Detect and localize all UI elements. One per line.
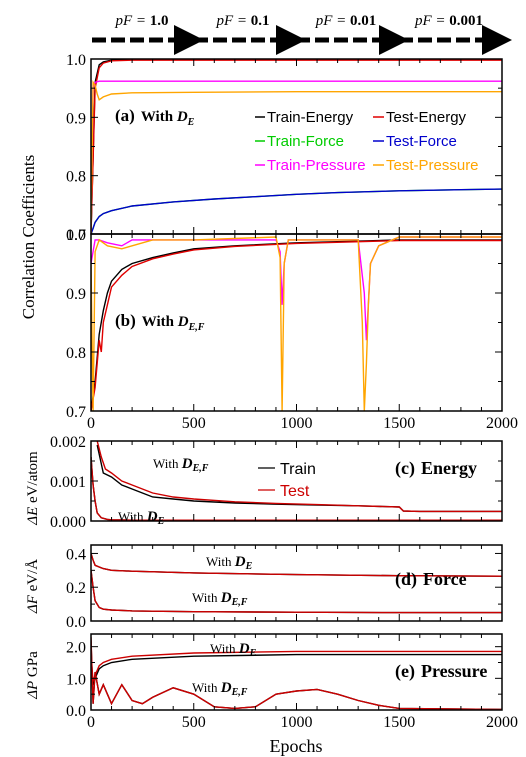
series-group (91, 637, 502, 710)
annotation-with-de: With DE (206, 554, 253, 572)
stage-label: pF = 0.01 (315, 13, 377, 29)
series-line-test-d-ef (91, 637, 502, 710)
series-line-test-d-ef (91, 570, 502, 614)
annotation-with-def: With DE,F (192, 680, 248, 698)
panel-d-ylabel: ΔF eV/Å (25, 559, 41, 614)
series-line-test-force (91, 188, 502, 234)
series-line-test-d-e (91, 456, 502, 521)
y-tick-label: 0.002 (50, 434, 86, 451)
y-tick-label: 0.000 (50, 514, 86, 531)
legend-label: Test (280, 483, 310, 500)
panel-d: 0.0 0.2 0.4 (66, 544, 503, 631)
series-group (91, 236, 502, 411)
panel-c-legend: Train Test (258, 461, 316, 500)
panel-e: 0 500 1000 1500 2000 0.0 1.0 2.0 (66, 633, 518, 731)
series-group (91, 553, 502, 614)
series-line-test-energy (91, 239, 502, 411)
y-tick-label: 0.4 (66, 546, 86, 563)
y-tick-label: 1.0 (66, 52, 86, 69)
panel-b: 0 500 1000 1500 2000 0.7 0.8 0.9 1.0 (66, 227, 518, 432)
x-tick-label: 2000 (486, 714, 518, 731)
y-tick-label: 0.001 (50, 474, 86, 491)
series-group (91, 441, 502, 521)
x-tick-label: 0 (87, 714, 95, 731)
x-tick-label: 1500 (383, 714, 415, 731)
y-tick-label: 0.8 (66, 345, 86, 362)
y-tick-label: 0.2 (66, 580, 86, 597)
panel-b-title: (b) With DE,F (115, 311, 205, 333)
panel-d-title: (d) Force (395, 569, 467, 590)
legend-label: Train-Pressure (267, 157, 366, 174)
stage-label: pF = 0.001 (414, 13, 483, 29)
annotation-with-def: With DE,F (153, 456, 209, 474)
y-tick-label: 0.9 (66, 110, 86, 127)
series-line-test-energy (91, 59, 502, 234)
legend-label: Train (280, 461, 316, 478)
x-tick-label: 1000 (281, 415, 313, 432)
panel-c-title: (c) Energy (395, 458, 477, 479)
legend-label: Test-Energy (386, 109, 467, 126)
series-line-train-d-ef (96, 444, 502, 513)
panel-c-ylabel: ΔE eV/atom (25, 451, 41, 526)
y-tick-label: 0.7 (66, 404, 86, 421)
x-tick-label: 2000 (486, 415, 518, 432)
annotation-with-de: With DE (210, 641, 257, 659)
x-axis-label: Epochs (270, 736, 323, 756)
y-tick-label: 0.0 (66, 703, 86, 720)
series-line-test-d-e (91, 553, 502, 577)
series-group (91, 59, 502, 234)
legend-label: Train-Force (267, 133, 344, 150)
panel-a-legend: Train-Energy Test-Energy Train-Force Tes… (255, 109, 479, 174)
y-tick-label: 0.9 (66, 286, 86, 303)
stage-label: pF = 0.1 (215, 13, 269, 29)
series-line-test-d-ef (96, 441, 502, 513)
legend-label: Train-Energy (267, 109, 354, 126)
legend-label: Test-Force (386, 133, 457, 150)
x-tick-label: 500 (182, 714, 206, 731)
series-line-test-pressure (91, 236, 502, 411)
stage-header: pF = 1.0 pF = 0.1 pF = 0.01 pF = 0.001 (92, 13, 512, 55)
y-tick-label: 1.0 (66, 227, 86, 244)
corr-ylabel: Correlation Coefficients (19, 155, 38, 319)
y-tick-label: 1.0 (66, 671, 86, 688)
y-tick-label: 0.7 (66, 227, 86, 244)
stage-label: pF = 1.0 (114, 13, 168, 29)
x-tick-label: 500 (182, 415, 206, 432)
y-tick-label: 0.8 (66, 169, 86, 186)
annotation-with-def: With DE,F (192, 590, 248, 608)
legend-label: Test-Pressure (386, 157, 479, 174)
x-tick-label: 0 (87, 415, 95, 432)
series-line-test-pressure (91, 80, 502, 234)
panel-a-title: (a) With DE (115, 106, 195, 128)
panel-e-ylabel: ΔP GPa (25, 651, 41, 700)
x-tick-label: 1500 (383, 415, 415, 432)
annotation-with-de: With DE (118, 509, 165, 527)
panel-c: 0.000 0.001 0.002 (50, 434, 503, 531)
panel-e-title: (e) Pressure (395, 661, 487, 682)
x-tick-label: 1000 (281, 714, 313, 731)
y-tick-label: 2.0 (66, 640, 86, 657)
y-tick-label: 0.0 (66, 614, 86, 631)
